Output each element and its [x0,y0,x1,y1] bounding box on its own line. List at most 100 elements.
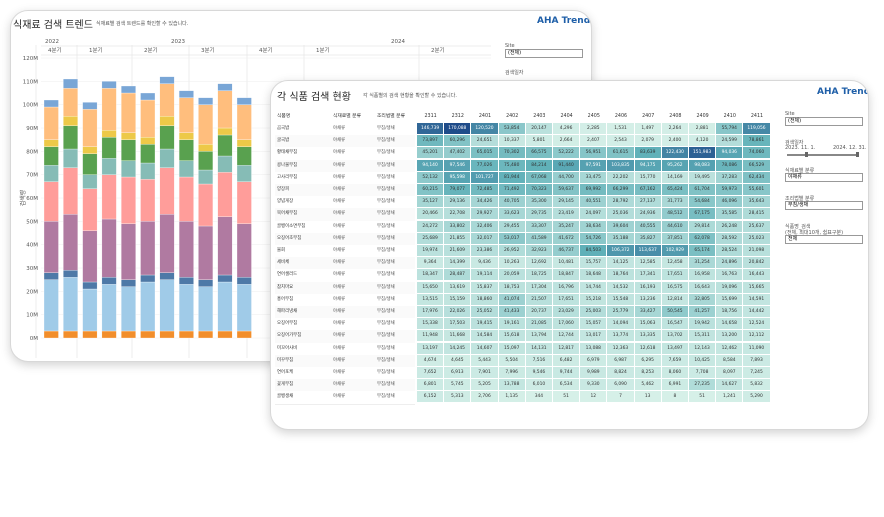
bar-segment [140,137,156,145]
heat-cell: 13,788 [498,379,526,392]
bar-segment [198,286,214,332]
heat-cell: 12,814 [661,293,689,306]
bar-segment [140,274,156,283]
heat-cell: 22,202 [607,171,635,184]
heat-cell: 33,427 [634,306,662,318]
heat-cell: 18,860 [471,293,499,306]
heat-cell: 5,832 [743,379,771,392]
heat-cell: 20,059 [498,269,526,282]
bar-segment [101,88,117,131]
row-label: 꽃게무침 [277,382,294,388]
bar-segment [121,286,136,332]
bar-segment [82,153,98,175]
filter-dropdown[interactable]: (전체) [785,117,863,126]
bar-segment [217,281,233,332]
filter-dropdown[interactable]: 야채류 [785,173,863,182]
logo: AHA Trend [817,87,869,97]
heat-cell: 2,285 [580,123,608,135]
heat-cell: 25,779 [607,306,635,318]
heat-cell: 1,531 [607,123,635,135]
heat-cell: 12,462 [716,342,744,355]
row-label: 야채류 [333,333,346,339]
bar-segment [178,221,194,278]
bar-segment [236,284,252,332]
heat-cell: 12,692 [525,257,553,270]
bar-segment [82,288,98,332]
heat-cell: 51 [553,391,581,404]
heat-cell: 4,645 [444,354,472,367]
heat-cell: 13,794 [525,330,553,343]
bar-segment [140,221,156,276]
heat-cell: 35,827 [634,232,662,245]
heat-cell: 23,419 [553,208,581,221]
heat-cell: 29,455 [498,220,526,233]
heat-cell: 19,161 [498,318,526,331]
row-label: 오징어가무침 [277,333,302,339]
filter-dropdown[interactable]: 전체 [785,235,863,244]
bar-segment [121,330,136,339]
heat-cell: 16,796 [553,281,581,294]
bar-segment [121,176,136,224]
heat-cell: 6,295 [634,354,662,367]
heat-cell: 24,272 [417,220,445,233]
heat-cell: 61,704 [689,184,717,196]
filter-label: 식품명_검색 [785,224,811,230]
bar-segment [43,279,59,332]
bar-segment [159,330,175,339]
heat-cell: 91,440 [553,159,581,172]
bar-segment [217,127,233,136]
heat-cell: 13 [634,391,662,404]
heat-cell: 32,805 [689,293,717,306]
heat-cell: 9,364 [417,257,445,270]
heat-cell: 97,591 [580,159,608,172]
heat-cell: 28,487 [444,269,472,282]
heat-cell: 14,744 [580,281,608,294]
bar-segment [82,109,98,147]
heat-cell: 120,520 [471,123,499,135]
slider-handle[interactable] [856,152,859,157]
heat-cell: 26,248 [716,220,744,233]
heat-cell: 1,497 [634,123,662,135]
heat-cell: 16,763 [716,269,744,282]
heat-cell: 17,503 [444,318,472,331]
heat-cell: 12,458 [661,257,689,270]
row-label: 무침/생채 [377,223,395,229]
heat-cell: 19,942 [689,318,717,331]
heat-cell: 73,897 [417,135,445,148]
site-dropdown[interactable]: (전체) [505,49,583,58]
row-label: 골뱅이소면무침 [277,223,306,229]
bar-segment [101,137,117,159]
row-label: 양장피 [277,187,290,192]
heat-cell: 8,060 [661,367,689,379]
bar-segment [159,148,175,168]
heat-cell: 113,637 [634,245,662,257]
bar-segment [178,176,194,222]
heat-cell: 5,504 [498,354,526,367]
heat-cell: 28,415 [743,208,771,221]
heat-cell: 67,068 [525,171,553,184]
heat-cell: 32,923 [525,245,553,257]
filter-dropdown[interactable]: 무침/생채 [785,201,863,210]
heat-cell: 13,702 [661,330,689,343]
bar-segment [159,214,175,273]
heat-cell: 12,744 [553,330,581,343]
heat-cell: 61,615 [607,147,635,160]
heat-cell: 78,086 [716,159,744,172]
heat-cell: 6,534 [553,379,581,392]
heat-cell: 11,668 [444,330,472,343]
row-label: 야채류 [333,357,346,363]
heat-cell: 8,824 [607,367,635,379]
heat-cell: 9,546 [525,367,553,379]
bar-segment [236,104,252,140]
heat-cell: 12,143 [689,342,717,355]
column-header: 2407 [642,114,655,119]
heat-cell: 33,307 [525,220,553,233]
heat-cell: 17,341 [634,269,662,282]
bar-segment [63,167,78,215]
heat-cell: 2,079 [634,135,662,148]
filter-label: Site [505,43,515,49]
heat-cell: 84,214 [525,159,553,172]
heat-cell: 12,817 [553,342,581,355]
slider-handle[interactable] [805,152,808,157]
bar-segment [159,83,175,117]
